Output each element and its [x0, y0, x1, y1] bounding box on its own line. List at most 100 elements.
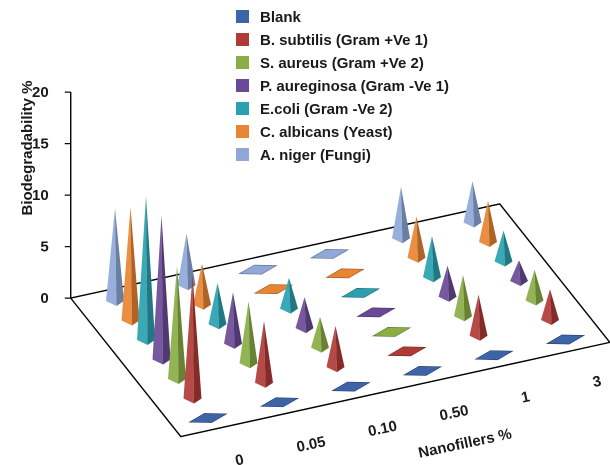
cone-right-face: [432, 236, 441, 283]
x-tick-label: 1: [520, 388, 532, 406]
base-tile: [325, 268, 365, 279]
cone-mark: [152, 215, 171, 365]
legend-label: S. aureus (Gram +Ve 2): [260, 55, 424, 72]
cone-right-face: [161, 215, 171, 365]
cone-right-face: [192, 274, 202, 404]
cone-left-face: [510, 260, 521, 286]
legend-swatch: [236, 102, 249, 115]
base-tile: [387, 346, 427, 357]
legend-label: A. niger (Fungi): [260, 147, 371, 164]
cone-right-face: [401, 186, 410, 244]
legend-swatch: [236, 56, 249, 69]
cone-left-face: [311, 316, 322, 353]
cone-right-face: [115, 208, 124, 306]
base-tile: [331, 381, 371, 392]
cone-right-face: [146, 195, 155, 345]
legend-label: P. aureginosa (Gram -Ve 1): [260, 78, 449, 95]
cone-left-face: [152, 215, 163, 365]
cone-left-face: [454, 275, 465, 322]
cone-mark: [510, 260, 528, 286]
cone-mark: [423, 236, 441, 283]
cone-left-face: [239, 301, 250, 369]
cone-mark: [280, 277, 298, 314]
cone-mark: [208, 283, 227, 330]
cone-left-face: [121, 207, 132, 326]
cone-right-face: [289, 277, 298, 314]
legend-swatch: [236, 33, 249, 46]
cone-left-face: [479, 200, 490, 247]
base-tile: [371, 327, 412, 337]
cone-left-face: [392, 186, 403, 244]
cone-mark: [193, 263, 211, 310]
cone-right-face: [217, 283, 227, 330]
x-tick-label: 3: [591, 373, 603, 391]
cone-mark: [407, 216, 426, 263]
cone-mark: [479, 200, 497, 247]
base-tile: [474, 350, 514, 361]
cone-mark: [463, 181, 482, 228]
cone-mark: [295, 297, 314, 334]
cone-right-face: [416, 216, 426, 263]
cone-mark: [168, 265, 186, 384]
x-tick-label: 0.50: [438, 402, 470, 425]
legend-swatch: [236, 148, 249, 161]
cone-right-face: [503, 230, 513, 267]
base-tile: [340, 288, 381, 298]
cone-right-face: [320, 316, 329, 353]
cone-left-face: [224, 292, 235, 349]
cone-left-face: [168, 265, 179, 384]
cone-left-face: [423, 236, 434, 283]
cone-left-face: [295, 297, 306, 334]
data-marks: [106, 181, 586, 423]
cone-mark: [326, 325, 345, 373]
cone-right-face: [550, 289, 559, 325]
cone-right-face: [177, 265, 186, 384]
cone-right-face: [248, 301, 258, 369]
y-tick-label: 10: [32, 187, 49, 204]
cone-left-face: [463, 181, 474, 228]
x-tick-label: 0.10: [367, 418, 399, 441]
y-axis-title: Biodegradability %: [19, 80, 36, 215]
legend-label: Blank: [260, 9, 302, 26]
cone-right-face: [472, 181, 482, 228]
legend-swatch: [236, 79, 249, 92]
cone-left-face: [494, 230, 505, 267]
y-tick-label: 20: [32, 84, 49, 101]
cone-left-face: [326, 325, 337, 373]
cone-right-face: [488, 200, 497, 247]
cone-right-face: [202, 263, 211, 310]
x-tick-labels: 0 0.05 0.10 0.50 1 3: [234, 373, 603, 465]
cone-mark: [255, 321, 273, 388]
cone-left-face: [193, 263, 204, 310]
cone-right-face: [447, 265, 457, 302]
x-axis-title: Nanofillers %: [417, 425, 513, 461]
cone-right-face: [264, 321, 273, 388]
cone-right-face: [304, 297, 314, 334]
cone-left-face: [541, 289, 552, 325]
base-tile: [238, 264, 278, 275]
y-tick-label: 0: [40, 290, 48, 307]
cone-left-face: [177, 233, 188, 291]
cone-right-face: [478, 294, 488, 341]
base-tile: [188, 413, 228, 423]
cone-left-face: [525, 269, 536, 306]
cone-right-face: [186, 233, 196, 291]
legend-swatch: [236, 10, 249, 23]
cone-mark: [106, 208, 124, 306]
cone-mark: [121, 207, 140, 326]
cone-mark: [177, 233, 196, 291]
cone-right-face: [519, 260, 528, 286]
cone-mark: [541, 289, 559, 325]
floor-plane: [69, 203, 610, 438]
cone-left-face: [137, 195, 148, 345]
axes: [64, 91, 72, 299]
y-tick-label: 5: [40, 239, 48, 256]
cone-right-face: [335, 325, 345, 373]
base-tile: [253, 284, 294, 294]
cone-mark: [239, 301, 258, 369]
legend: Blank B. subtilis (Gram +Ve 1) S. aureus (…: [236, 9, 449, 164]
cone-right-face: [534, 269, 544, 306]
legend-label: E.coli (Gram -Ve 2): [260, 101, 393, 118]
cone-left-face: [438, 265, 449, 302]
